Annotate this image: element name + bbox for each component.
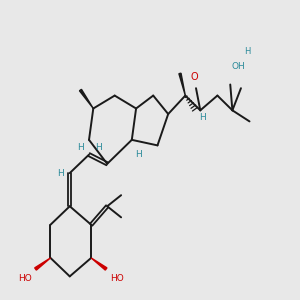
Text: H: H	[244, 47, 250, 56]
Text: H: H	[77, 143, 84, 152]
Text: HO: HO	[18, 274, 32, 283]
Polygon shape	[35, 258, 50, 270]
Polygon shape	[179, 73, 185, 96]
Text: H: H	[95, 143, 102, 152]
Polygon shape	[80, 89, 93, 109]
Text: O: O	[190, 72, 198, 82]
Text: H: H	[199, 113, 206, 122]
Polygon shape	[91, 258, 107, 270]
Text: HO: HO	[110, 274, 124, 283]
Text: H: H	[135, 150, 142, 159]
Text: H: H	[57, 169, 64, 178]
Text: OH: OH	[232, 61, 246, 70]
